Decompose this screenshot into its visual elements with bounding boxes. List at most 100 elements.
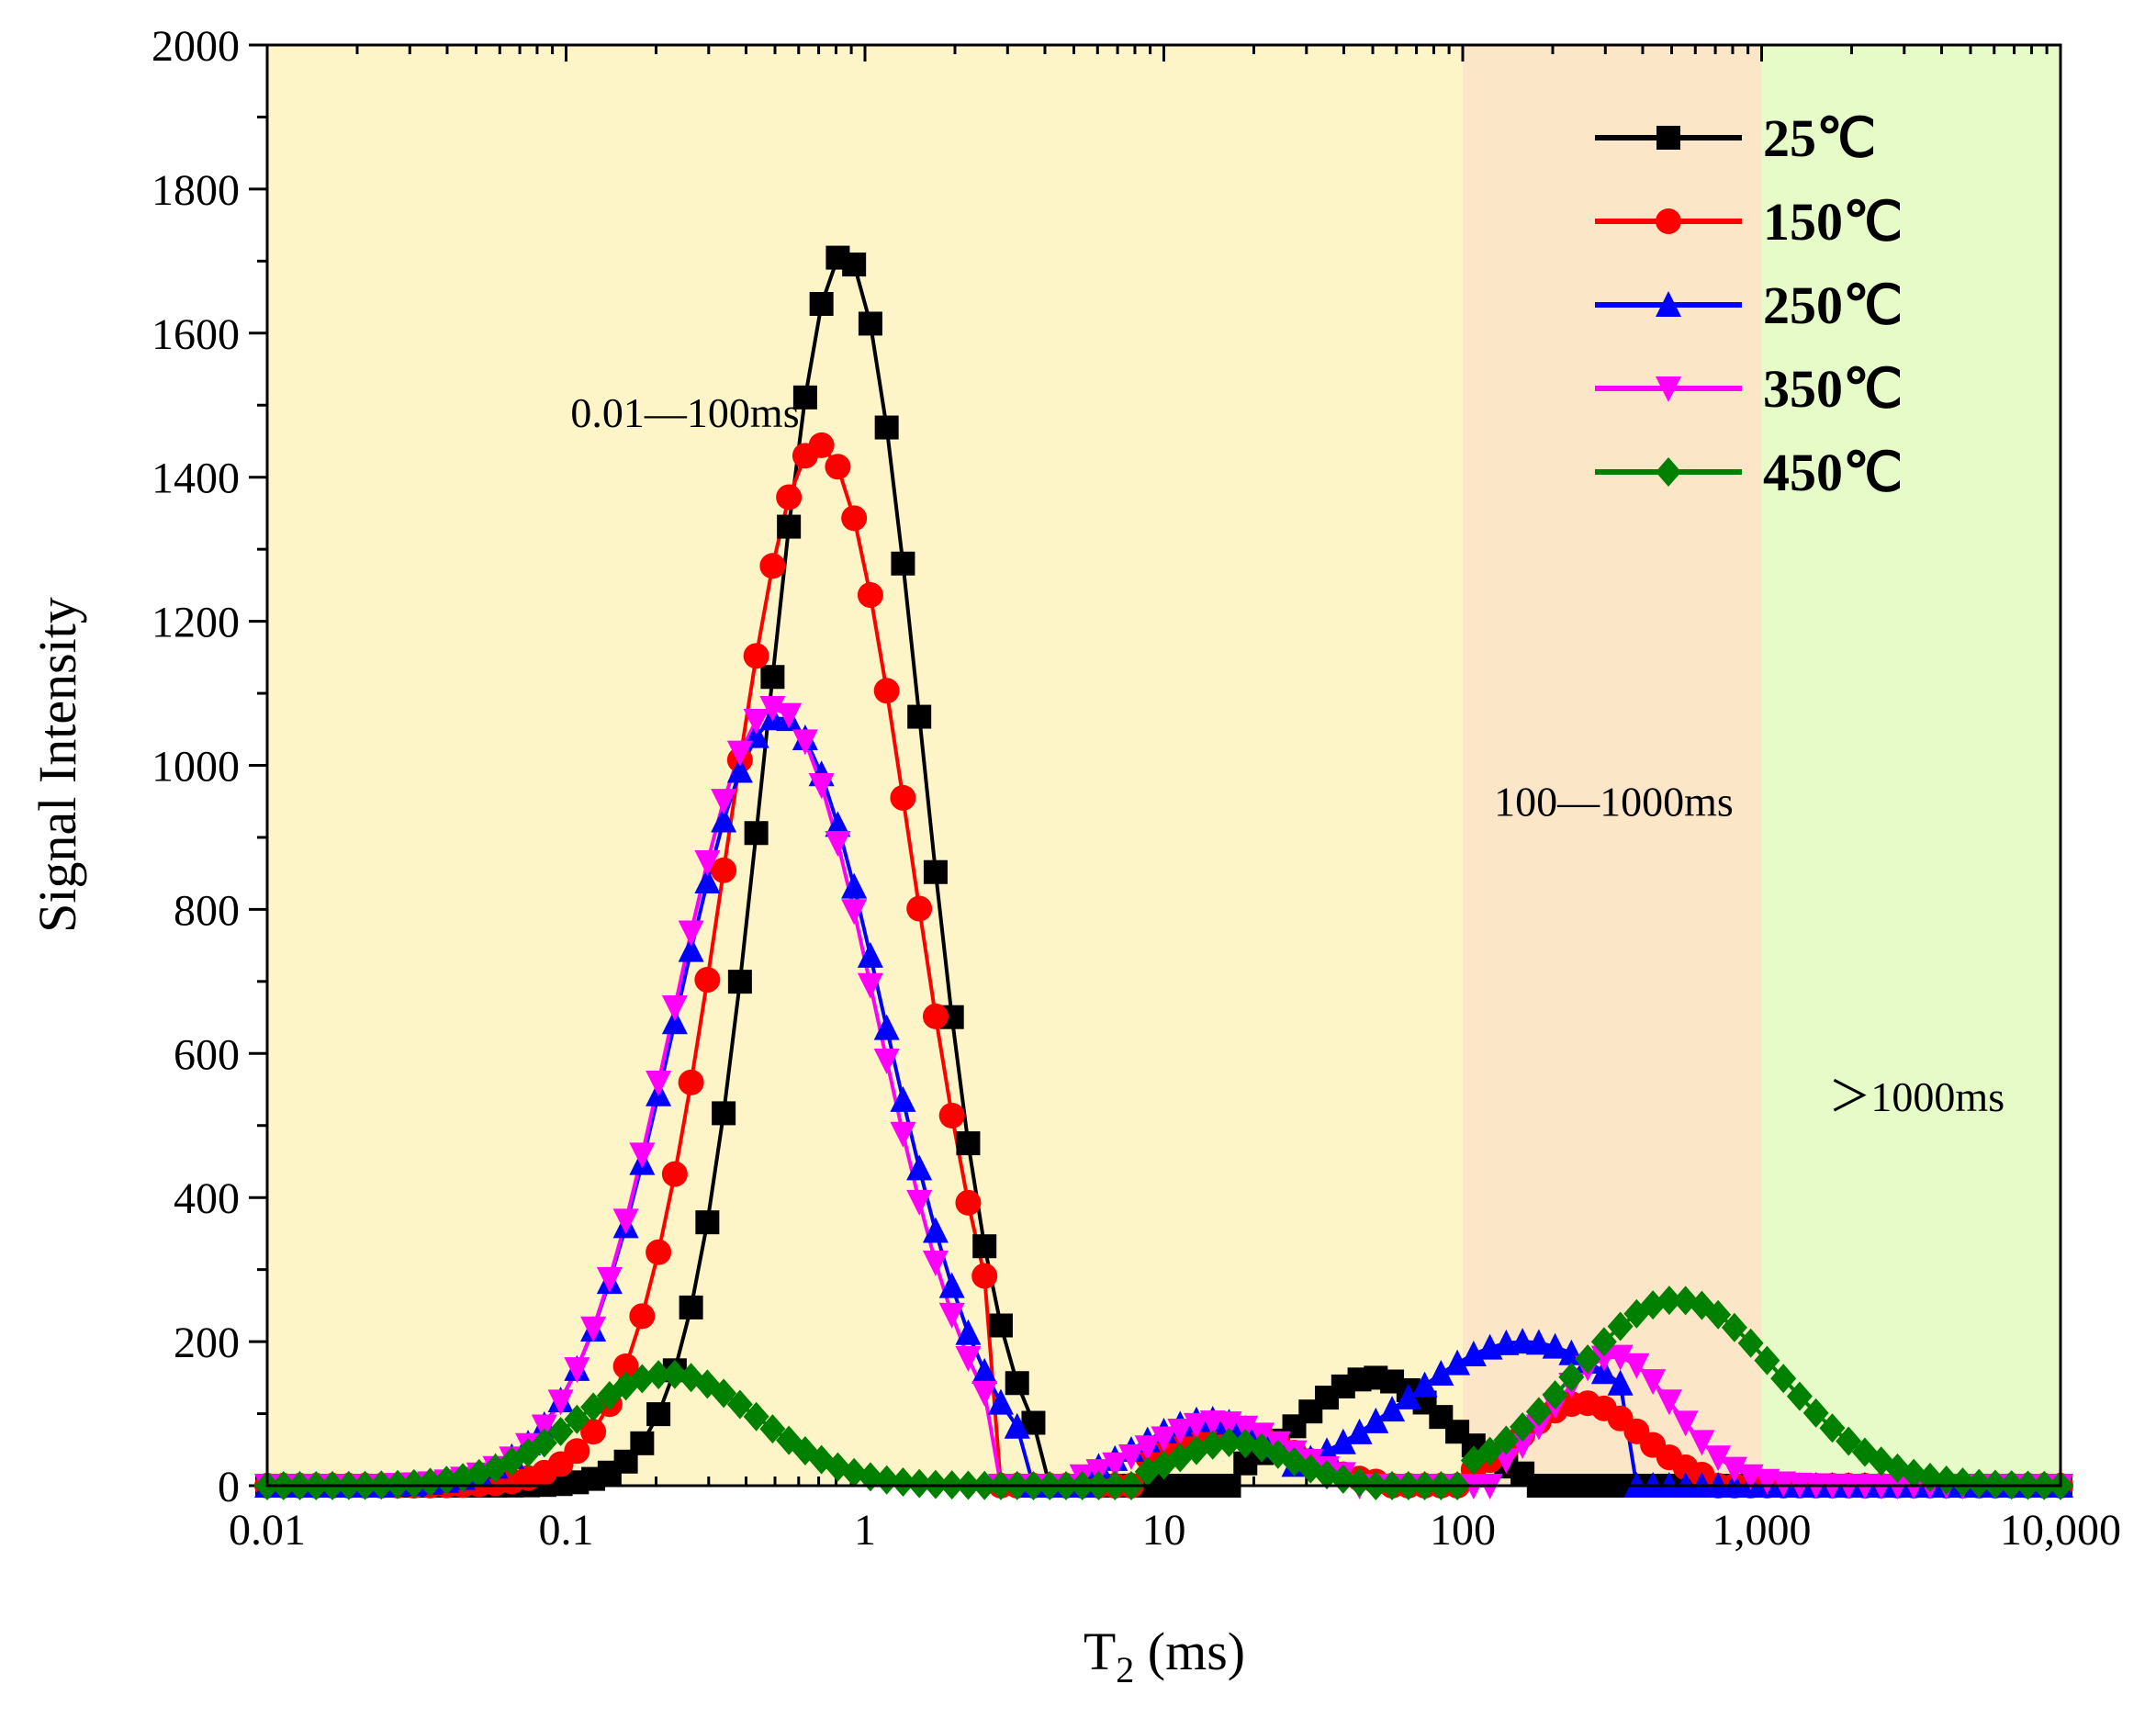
data-point-s4-18 xyxy=(547,1416,574,1446)
data-point-s3-20 xyxy=(580,1316,607,1342)
data-point-s2-72 xyxy=(1428,1360,1454,1387)
data-point-s3-32 xyxy=(776,702,803,729)
data-point-s3-31 xyxy=(759,695,786,722)
background-regions xyxy=(267,45,2061,1486)
data-point-s1-20 xyxy=(580,1419,607,1445)
data-point-s2-71 xyxy=(1411,1371,1438,1398)
data-point-s2-70 xyxy=(1395,1383,1421,1409)
data-point-s4-104 xyxy=(1949,1467,1976,1498)
data-point-s3-25 xyxy=(661,995,688,1022)
data-point-s1-42 xyxy=(938,1102,965,1128)
data-point-s4-9 xyxy=(400,1468,427,1499)
data-point-s2-26 xyxy=(678,936,704,962)
data-point-s4-28 xyxy=(711,1378,737,1409)
data-point-s2-39 xyxy=(890,1085,916,1112)
data-point-s0-31 xyxy=(760,665,785,690)
data-point-s0-37 xyxy=(858,311,882,336)
y-tick-label-7: 1400 xyxy=(152,455,240,503)
x-tick-label-5: 1,000 xyxy=(1712,1506,1812,1555)
data-point-s2-45 xyxy=(987,1388,1014,1415)
data-point-s3-84 xyxy=(1623,1353,1650,1379)
data-point-s3-89 xyxy=(1705,1445,1732,1472)
data-point-s4-78 xyxy=(1525,1397,1552,1427)
data-point-s0-26 xyxy=(679,1295,703,1319)
data-point-s1-23 xyxy=(629,1303,656,1330)
legend-marker-1 xyxy=(1656,208,1681,234)
data-point-s1-37 xyxy=(857,582,883,609)
data-point-s0-33 xyxy=(792,385,817,410)
data-point-s2-35 xyxy=(825,811,851,837)
region-label-1: 100—1000ms xyxy=(1494,778,1734,825)
data-point-s3-56 xyxy=(1167,1418,1194,1444)
data-point-s3-33 xyxy=(792,729,818,756)
data-point-s2-40 xyxy=(906,1154,933,1181)
data-point-s2-38 xyxy=(873,1014,900,1040)
data-point-s2-66 xyxy=(1330,1428,1356,1454)
data-point-s2-37 xyxy=(857,941,883,968)
legend-marker-2 xyxy=(1656,291,1681,317)
y-tick-label-10: 2000 xyxy=(152,22,240,71)
data-point-s4-67 xyxy=(1346,1467,1373,1498)
data-point-s3-18 xyxy=(547,1389,574,1416)
data-point-s2-27 xyxy=(694,867,721,893)
y-tick-label-6: 1200 xyxy=(152,599,240,647)
data-point-s4-38 xyxy=(873,1465,900,1495)
data-point-s4-86 xyxy=(1656,1286,1682,1316)
data-point-s1-39 xyxy=(890,784,916,811)
data-point-s4-19 xyxy=(564,1404,590,1434)
data-point-s4-95 xyxy=(1802,1398,1829,1428)
data-point-s0-45 xyxy=(988,1313,1013,1338)
data-point-s4-31 xyxy=(759,1414,786,1444)
data-point-s4-24 xyxy=(646,1360,672,1390)
data-point-s3-27 xyxy=(694,850,721,877)
data-point-s3-29 xyxy=(726,740,753,767)
legend-marker-3 xyxy=(1656,376,1681,402)
data-point-s0-28 xyxy=(712,1101,736,1126)
data-point-s4-17 xyxy=(531,1428,557,1458)
data-point-s3-41 xyxy=(922,1251,949,1277)
data-point-s2-78 xyxy=(1525,1329,1552,1355)
data-point-s4-75 xyxy=(1477,1436,1503,1466)
data-point-s0-38 xyxy=(874,415,899,440)
x-axis-title-main: T xyxy=(1084,1622,1116,1681)
legend-marker-0 xyxy=(1656,126,1680,150)
data-point-s1-19 xyxy=(564,1438,590,1465)
data-point-s3-43 xyxy=(955,1346,982,1373)
data-point-s1-26 xyxy=(678,1069,704,1095)
legend-label-3: 350℃ xyxy=(1763,359,1903,419)
data-point-s0-34 xyxy=(809,291,834,316)
data-point-s4-37 xyxy=(857,1462,883,1492)
data-point-s1-35 xyxy=(825,454,851,480)
data-point-s4-76 xyxy=(1493,1425,1520,1455)
region-band-1 xyxy=(1463,45,1762,1486)
data-point-s0-39 xyxy=(891,551,915,576)
data-point-s4-20 xyxy=(580,1392,607,1422)
data-point-s3-19 xyxy=(564,1357,590,1384)
data-point-s3-53 xyxy=(1117,1443,1144,1470)
data-point-s3-42 xyxy=(938,1302,965,1329)
data-point-s3-38 xyxy=(873,1048,900,1074)
data-point-s0-32 xyxy=(777,514,802,539)
data-point-s3-57 xyxy=(1184,1412,1210,1439)
data-point-s4-77 xyxy=(1510,1412,1536,1443)
y-tick-label-9: 1800 xyxy=(152,166,240,215)
region-labels: 0.01—100ms 100—1000ms ＞1000ms xyxy=(570,389,2004,1120)
data-point-s1-40 xyxy=(906,895,933,922)
data-point-s3-82 xyxy=(1590,1345,1617,1372)
data-point-s4-25 xyxy=(661,1359,688,1389)
data-point-s3-22 xyxy=(612,1208,639,1235)
data-point-s1-41 xyxy=(922,1003,949,1029)
data-point-s4-81 xyxy=(1575,1344,1601,1375)
legend-label-2: 250℃ xyxy=(1763,275,1903,335)
data-point-s2-74 xyxy=(1460,1340,1487,1366)
data-point-s1-24 xyxy=(646,1239,672,1265)
data-point-s2-29 xyxy=(726,757,753,783)
x-tick-label-6: 10,000 xyxy=(2000,1506,2121,1555)
legend-label-0: 25℃ xyxy=(1763,108,1876,168)
data-point-s3-23 xyxy=(629,1142,656,1169)
data-point-s3-54 xyxy=(1134,1435,1161,1462)
data-point-s4-96 xyxy=(1819,1413,1846,1443)
data-point-s4-89 xyxy=(1705,1299,1732,1330)
data-point-s4-82 xyxy=(1590,1327,1617,1357)
